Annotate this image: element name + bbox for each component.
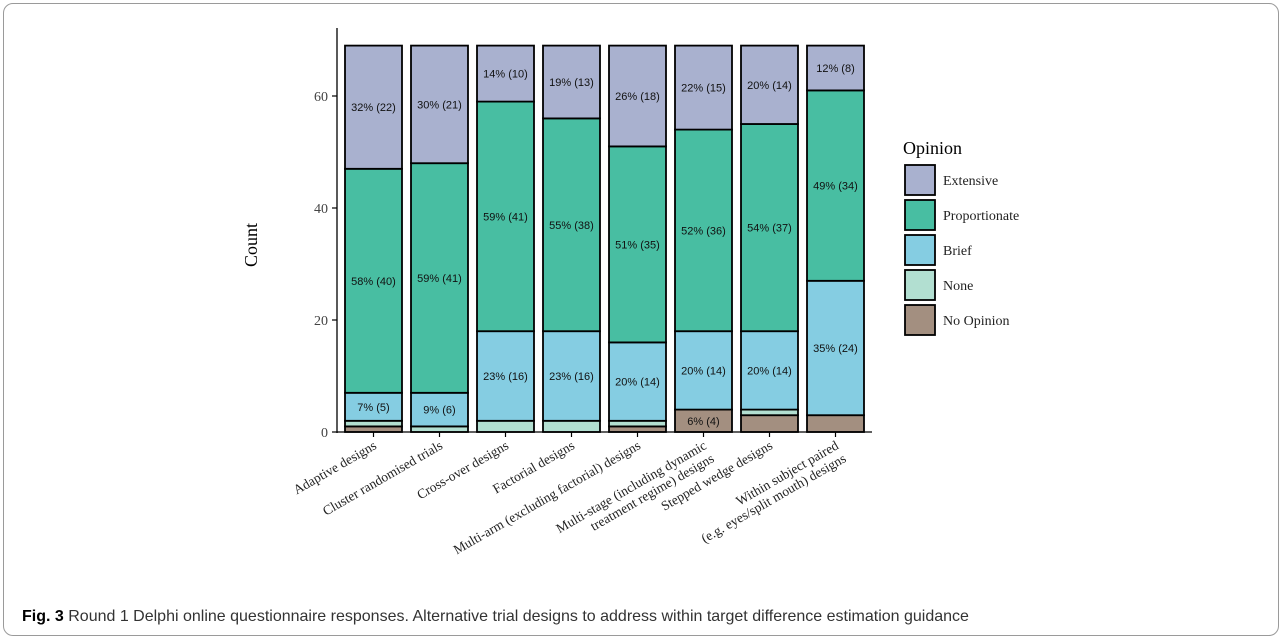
data-label-extensive-multi-arm-excluding-factorial-designs: 26% (18) [615, 91, 660, 103]
data-label-extensive-cluster-randomised-trials: 30% (21) [417, 99, 462, 111]
data-label-proportionate-factorial-designs: 55% (38) [549, 220, 594, 232]
legend-swatch-brief [904, 234, 936, 266]
bar-segment-extensive-multi-arm-excluding-factorial-designs [608, 44, 667, 148]
data-label-brief-cross-over-designs: 23% (16) [483, 371, 528, 383]
data-label-proportionate-multi-arm-excluding-factorial-designs: 51% (35) [615, 239, 660, 251]
legend: Opinion Extensive Proportionate Brief None No… [903, 138, 1019, 336]
y-tick-label-60: 60 [314, 90, 328, 105]
bar-segment-none-cross-over-designs [476, 419, 535, 433]
axes-layer: 0 20 40 60 [314, 28, 872, 441]
data-label-brief-within-subject-paired-e-g-eyes-split-mouth-designs: 35% (24) [813, 343, 858, 355]
legend-swatch-proportionate [904, 199, 936, 231]
data-label-proportionate-multi-stage-including-dynamic-treatment-regime-designs: 52% (36) [681, 225, 726, 237]
caption-text: Round 1 Delphi online questionnaire resp… [68, 608, 969, 625]
data-label-brief-cluster-randomised-trials: 9% (6) [423, 405, 455, 417]
data-label-proportionate-cluster-randomised-trials: 59% (41) [417, 273, 462, 285]
bar-segment-proportionate-within-subject-paired-e-g-eyes-split-mouth-designs [806, 89, 865, 282]
y-tick-label-0: 0 [321, 426, 328, 441]
bar-segment-brief-cross-over-designs [476, 330, 535, 422]
bar-segment-proportionate-adaptive-designs [344, 167, 403, 394]
bar-segment-no-opinion-stepped-wedge-designs [740, 414, 799, 433]
data-label-brief-stepped-wedge-designs: 20% (14) [747, 365, 792, 377]
bar-segment-no-opinion-within-subject-paired-e-g-eyes-split-mouth-designs [806, 414, 865, 433]
bar-segment-extensive-cross-over-designs [476, 44, 535, 103]
legend-label-no-opinion: No Opinion [943, 314, 1010, 329]
bar-segment-extensive-adaptive-designs [344, 44, 403, 170]
bar-segment-proportionate-cross-over-designs [476, 100, 535, 333]
x-tick-label-line: Cluster randomised trials [320, 438, 445, 519]
legend-swatch-extensive [904, 164, 936, 196]
legend-swatch-none [904, 269, 936, 301]
data-label-proportionate-within-subject-paired-e-g-eyes-split-mouth-designs: 49% (34) [813, 181, 858, 193]
figure-caption: Fig. 3 Round 1 Delphi online questionnai… [22, 608, 1262, 626]
legend-title: Opinion [903, 138, 962, 158]
legend-label-brief: Brief [943, 244, 972, 259]
data-label-brief-multi-arm-excluding-factorial-designs: 20% (14) [615, 377, 660, 389]
data-label-extensive-factorial-designs: 19% (13) [549, 77, 594, 89]
bar-segment-extensive-stepped-wedge-designs [740, 44, 799, 125]
data-label-proportionate-cross-over-designs: 59% (41) [483, 211, 528, 223]
bars-layer: 7% (5) 58% (40) 32% (22) 9% (6) 59% (41) 30% … [344, 44, 865, 433]
y-tick-label-40: 40 [314, 202, 328, 217]
data-label-extensive-multi-stage-including-dynamic-treatment-regime-designs: 22% (15) [681, 83, 726, 95]
x-tick-label-within-subject-paired-e-g-eyes-split-mouth-designs: Within subject paired(e.g. eyes/split mo… [691, 437, 849, 545]
data-label-brief-adaptive-designs: 7% (5) [357, 402, 389, 414]
bar-segment-proportionate-stepped-wedge-designs [740, 123, 799, 333]
bar-segment-proportionate-multi-arm-excluding-factorial-designs [608, 145, 667, 344]
bar-segment-brief-multi-stage-including-dynamic-treatment-regime-designs [674, 330, 733, 411]
legend-label-extensive: Extensive [943, 174, 998, 189]
data-label-extensive-cross-over-designs: 14% (10) [483, 69, 528, 81]
bar-segment-extensive-factorial-designs [542, 44, 601, 120]
bar-segment-brief-multi-arm-excluding-factorial-designs [608, 341, 667, 422]
bar-segment-brief-adaptive-designs [344, 391, 403, 422]
bar-segment-proportionate-factorial-designs [542, 117, 601, 333]
bar-segment-extensive-cluster-randomised-trials [410, 44, 469, 165]
bar-segment-extensive-multi-stage-including-dynamic-treatment-regime-designs [674, 44, 733, 131]
data-label-proportionate-adaptive-designs: 58% (40) [351, 276, 396, 288]
legend-swatch-no-opinion [904, 304, 936, 336]
data-label-extensive-stepped-wedge-designs: 20% (14) [747, 80, 792, 92]
bar-segment-extensive-within-subject-paired-e-g-eyes-split-mouth-designs [806, 44, 865, 92]
legend-label-none: None [943, 279, 973, 294]
legend-label-proportionate: Proportionate [943, 209, 1019, 224]
bar-segment-brief-stepped-wedge-designs [740, 330, 799, 411]
bar-segment-brief-within-subject-paired-e-g-eyes-split-mouth-designs [806, 279, 865, 417]
y-tick-label-20: 20 [314, 314, 328, 329]
y-axis-label: Count [241, 223, 261, 267]
data-label-extensive-adaptive-designs: 32% (22) [351, 102, 396, 114]
x-tick-label-cluster-randomised-trials: Cluster randomised trials [320, 438, 445, 519]
caption-label: Fig. 3 [22, 608, 64, 625]
data-label-brief-multi-stage-including-dynamic-treatment-regime-designs: 20% (14) [681, 365, 726, 377]
data-label-proportionate-stepped-wedge-designs: 54% (37) [747, 223, 792, 235]
data-label-no-opinion-multi-stage-including-dynamic-treatment-regime-designs: 6% (4) [687, 416, 719, 428]
data-label-brief-factorial-designs: 23% (16) [549, 371, 594, 383]
bar-segment-none-factorial-designs [542, 419, 601, 433]
data-label-extensive-within-subject-paired-e-g-eyes-split-mouth-designs: 12% (8) [816, 63, 855, 75]
